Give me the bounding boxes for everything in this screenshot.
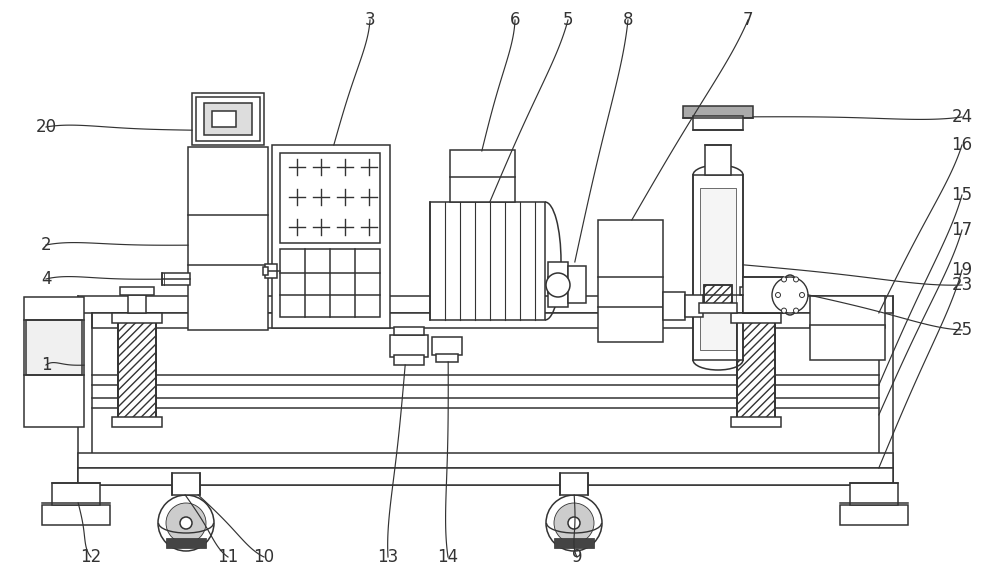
Bar (118, 313, 156, 420)
Bar (78, 296, 893, 313)
Text: 8: 8 (623, 11, 633, 29)
Text: 20: 20 (35, 118, 57, 136)
Text: 3: 3 (365, 11, 375, 29)
Bar (693, 116, 743, 130)
Bar (78, 453, 893, 468)
Text: 12: 12 (80, 548, 102, 566)
Text: 5: 5 (563, 11, 573, 29)
Circle shape (800, 293, 804, 297)
Bar (188, 147, 268, 330)
Bar (731, 417, 781, 427)
Bar (112, 417, 162, 427)
Bar (663, 292, 685, 320)
Bar (166, 538, 206, 548)
Bar (78, 468, 893, 485)
Bar (810, 325, 885, 360)
Bar (128, 295, 146, 313)
Bar (265, 264, 277, 278)
Bar (196, 97, 260, 141)
Bar (26, 320, 82, 375)
Text: 13: 13 (377, 548, 399, 566)
Text: 6: 6 (510, 11, 520, 29)
Bar (737, 313, 775, 420)
Bar (52, 483, 100, 505)
Bar (568, 266, 586, 303)
Bar (430, 202, 545, 320)
Bar (685, 295, 703, 317)
Bar (560, 473, 588, 495)
Bar (737, 313, 775, 420)
Text: 25: 25 (951, 321, 973, 339)
Bar (42, 505, 110, 525)
Bar (554, 538, 594, 548)
Bar (212, 111, 236, 127)
Text: 7: 7 (743, 11, 753, 29)
Text: 23: 23 (951, 276, 973, 294)
Text: 9: 9 (572, 548, 582, 566)
Bar (743, 277, 783, 313)
Text: 2: 2 (41, 236, 51, 254)
Bar (432, 337, 462, 355)
Bar (740, 287, 774, 295)
Text: 10: 10 (253, 548, 275, 566)
Circle shape (568, 517, 580, 529)
Bar (693, 175, 743, 360)
Circle shape (158, 495, 214, 551)
Bar (272, 145, 390, 328)
Bar (24, 297, 84, 427)
Bar (390, 335, 428, 357)
Ellipse shape (780, 275, 800, 315)
Bar (683, 106, 753, 118)
Bar (850, 483, 898, 505)
Bar (704, 285, 732, 305)
Bar (118, 313, 156, 420)
Text: 1: 1 (41, 356, 51, 374)
Circle shape (546, 495, 602, 551)
Bar (598, 220, 663, 342)
Bar (172, 473, 200, 495)
Circle shape (782, 277, 786, 282)
Text: 15: 15 (951, 186, 973, 204)
Bar (394, 327, 424, 335)
Bar (699, 303, 737, 313)
Bar (748, 295, 766, 313)
Bar (204, 103, 252, 135)
Bar (704, 285, 732, 305)
Circle shape (794, 308, 798, 313)
Bar (263, 267, 268, 275)
Text: 16: 16 (951, 136, 973, 154)
Text: 14: 14 (437, 548, 459, 566)
Bar (705, 145, 731, 175)
Bar (120, 287, 154, 295)
Bar (810, 296, 885, 328)
Circle shape (772, 277, 808, 313)
Bar (700, 188, 736, 350)
Bar (280, 249, 380, 317)
Bar (394, 355, 424, 365)
Text: 24: 24 (951, 108, 973, 126)
Circle shape (794, 277, 798, 282)
Bar (450, 150, 515, 202)
Bar (731, 313, 781, 323)
Bar (92, 454, 879, 470)
Bar (548, 262, 568, 307)
Text: 4: 4 (41, 270, 51, 288)
Text: 17: 17 (951, 221, 973, 239)
Bar (192, 93, 264, 145)
Circle shape (554, 503, 594, 543)
Bar (840, 505, 908, 525)
Circle shape (166, 503, 206, 543)
Circle shape (180, 517, 192, 529)
Bar (162, 273, 190, 285)
Bar (92, 313, 879, 328)
Bar (436, 354, 458, 362)
Text: 11: 11 (217, 548, 239, 566)
Circle shape (776, 293, 780, 297)
Bar (280, 153, 380, 243)
Circle shape (782, 308, 786, 313)
Text: 19: 19 (951, 261, 973, 279)
Bar (78, 468, 893, 485)
Bar (112, 313, 162, 323)
Circle shape (546, 273, 570, 297)
